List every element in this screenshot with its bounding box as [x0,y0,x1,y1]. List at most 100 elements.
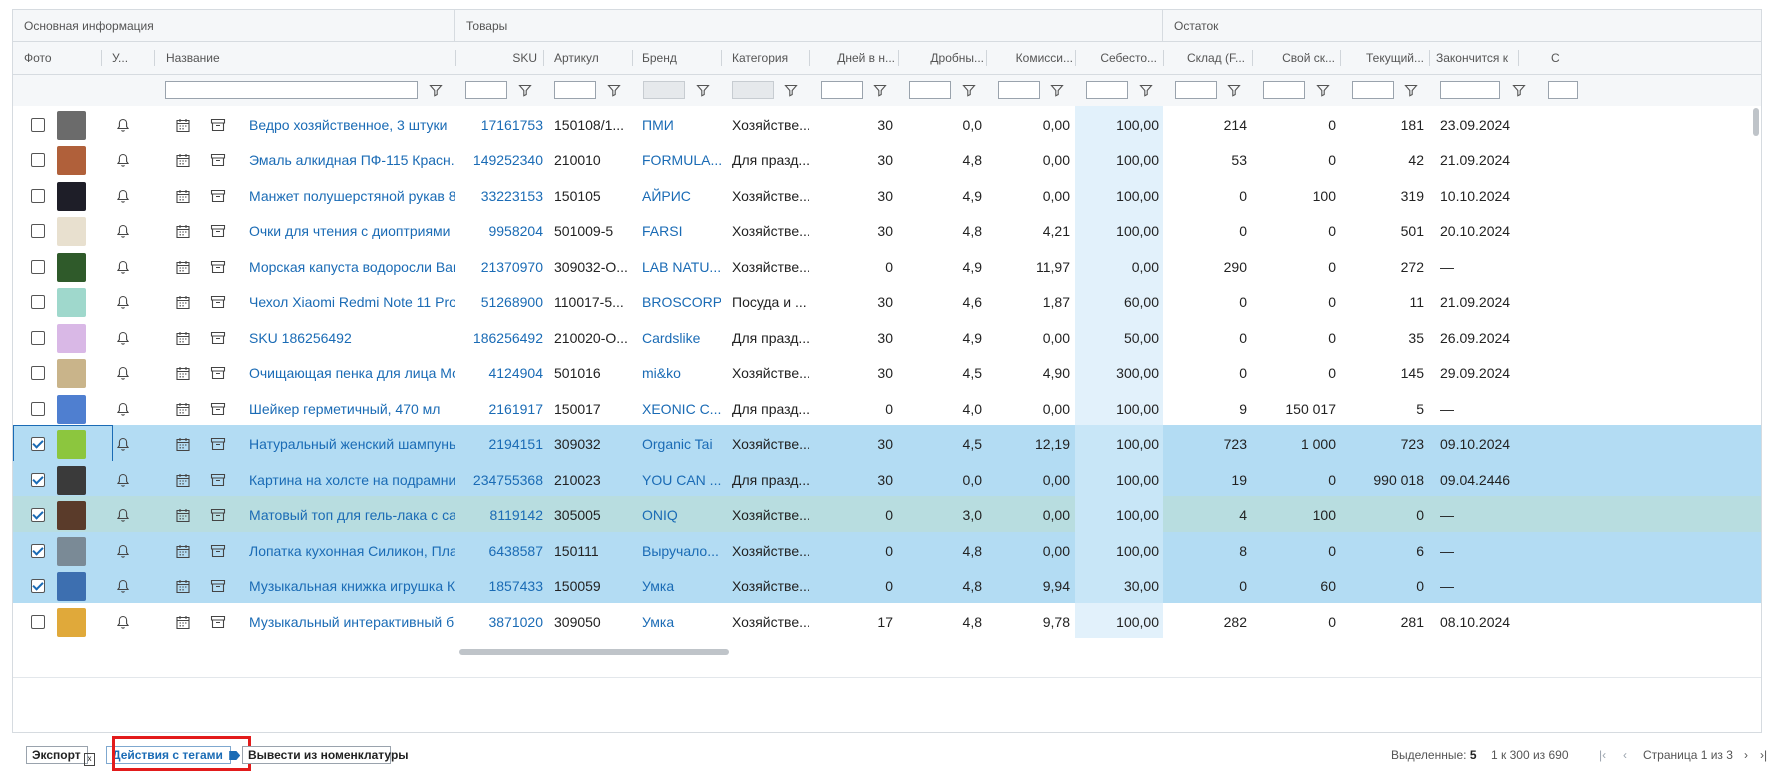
col-article[interactable]: Артикул [554,51,599,65]
product-name-link[interactable]: Очищающая пенка для лица Можжевельник [249,365,455,381]
brand-link[interactable]: Выручало... [642,543,719,559]
brand-link[interactable]: BROSCORP [642,294,721,310]
bell-icon[interactable] [115,294,131,310]
product-name-link[interactable]: Морская капуста водоросли Вакаме [249,259,455,275]
sku-link[interactable]: 8119142 [489,507,543,523]
brand-link[interactable]: ПМИ [642,117,674,133]
filter-funnel-icon-brand[interactable] [696,83,710,97]
col-brand[interactable]: Бренд [642,51,677,65]
archive-icon[interactable] [210,259,226,275]
product-name-link[interactable]: Музыкальная книжка игрушка Кот поёт [249,578,455,594]
col-category[interactable]: Категория [732,51,789,65]
filter-funnel-icon-sku[interactable] [518,83,532,97]
last-page-icon[interactable]: ›| [1760,748,1768,762]
sku-link[interactable]: 9958204 [488,223,543,239]
table-row[interactable]: SKU 186256492 186256492 210020-О... Cardsli… [13,319,1761,359]
bell-icon[interactable] [115,507,131,523]
brand-link[interactable]: Cardslike [642,330,701,346]
calendar-icon[interactable] [175,614,191,630]
calendar-icon[interactable] [175,436,191,452]
calendar-icon[interactable] [175,152,191,168]
table-row[interactable]: Очищающая пенка для лица Можжевельник 412… [13,354,1761,394]
sku-link[interactable]: 4124904 [488,365,543,381]
product-thumbnail[interactable] [57,182,86,211]
row-checkbox[interactable] [31,615,45,629]
product-name-link[interactable]: Манжет полушерстяной рукав 8,5х18 [249,188,455,204]
brand-link[interactable]: Умка [642,578,675,594]
product-thumbnail[interactable] [57,288,86,317]
archive-icon[interactable] [210,223,226,239]
filter-funnel-icon-days[interactable] [873,83,887,97]
bell-icon[interactable] [115,401,131,417]
row-checkbox[interactable] [31,402,45,416]
prev-page-icon[interactable]: ‹ [1623,748,1627,762]
calendar-icon[interactable] [175,330,191,346]
col-fraction[interactable]: Дробны... [930,51,984,65]
product-name-link[interactable]: Шейкер герметичный, 470 мл [249,401,441,417]
product-name-link[interactable]: Натуральный женский шампунь Лемонграсс [249,436,455,452]
filter-input-cost[interactable] [1086,81,1128,99]
filter-input-article[interactable] [554,81,596,99]
bell-icon[interactable] [115,223,131,239]
calendar-icon[interactable] [175,294,191,310]
product-thumbnail[interactable] [57,146,86,175]
product-thumbnail[interactable] [57,608,86,637]
filter-input-brand[interactable] [643,81,685,99]
row-checkbox[interactable] [31,331,45,345]
row-checkbox[interactable] [31,508,45,522]
table-row[interactable]: Натуральный женский шампунь Лемонграсс 21… [13,425,1761,465]
sku-link[interactable]: 3871020 [488,614,543,630]
row-checkbox[interactable] [31,260,45,274]
filter-input-current[interactable] [1352,81,1394,99]
filter-input-warehouse[interactable] [1175,81,1217,99]
calendar-icon[interactable] [175,223,191,239]
filter-funnel-icon-warehouse[interactable] [1227,83,1241,97]
export-button[interactable]: Экспорт x [26,746,96,766]
filter-funnel-icon-current[interactable] [1404,83,1418,97]
sku-link[interactable]: 33223153 [480,188,543,204]
bell-icon[interactable] [115,472,131,488]
brand-link[interactable]: XEONIC C... [642,401,721,417]
filter-funnel-icon-own[interactable] [1316,83,1330,97]
table-row[interactable]: Картина на холсте на подрамнике с котом 2… [13,461,1761,501]
calendar-icon[interactable] [175,365,191,381]
archive-icon[interactable] [210,330,226,346]
archive-icon[interactable] [210,507,226,523]
archive-icon[interactable] [210,543,226,559]
bell-icon[interactable] [115,330,131,346]
brand-link[interactable]: mi&ko [642,365,681,381]
row-checkbox[interactable] [31,579,45,593]
table-row[interactable]: Лопатка кухонная Силикон, Пластик 6438587… [13,532,1761,572]
brand-link[interactable]: YOU CAN ... [642,472,721,488]
table-row[interactable]: Шейкер герметичный, 470 мл 2161917 150017 X… [13,390,1761,430]
product-thumbnail[interactable] [57,501,86,530]
archive-icon[interactable] [210,152,226,168]
product-name-link[interactable]: Картина на холсте на подрамнике с котом [249,472,455,488]
filter-input-extra[interactable] [1548,81,1578,99]
brand-link[interactable]: FORMULA... [642,152,721,168]
sku-link[interactable]: 2194151 [488,436,543,452]
table-row[interactable]: Манжет полушерстяной рукав 8,5х18 3322315… [13,177,1761,217]
archive-icon[interactable] [210,401,226,417]
calendar-icon[interactable] [175,543,191,559]
calendar-icon[interactable] [175,401,191,417]
col-photo[interactable]: Фото [24,51,52,65]
product-thumbnail[interactable] [57,324,86,353]
sku-link[interactable]: 21370970 [480,259,543,275]
col-own-stock[interactable]: Свой ск... [1282,51,1335,65]
bell-icon[interactable] [115,259,131,275]
table-row[interactable]: Музыкальный интерактивный брелок 3871020 3… [13,603,1761,643]
col-ends[interactable]: Закончится к [1436,51,1509,65]
bell-icon[interactable] [115,436,131,452]
first-page-icon[interactable]: |‹ [1599,748,1607,762]
calendar-icon[interactable] [175,578,191,594]
sku-link[interactable]: 17161753 [480,117,543,133]
col-current[interactable]: Текущий... [1366,51,1424,65]
sku-link[interactable]: 234755368 [472,472,543,488]
archive-icon[interactable] [210,614,226,630]
filter-funnel-icon-fraction[interactable] [962,83,976,97]
product-name-link[interactable]: Ведро хозяйственное, 3 штуки [249,117,448,133]
product-name-link[interactable]: Очки для чтения с диоптриями +3,0 [249,223,455,239]
calendar-icon[interactable] [175,259,191,275]
filter-input-own[interactable] [1263,81,1305,99]
